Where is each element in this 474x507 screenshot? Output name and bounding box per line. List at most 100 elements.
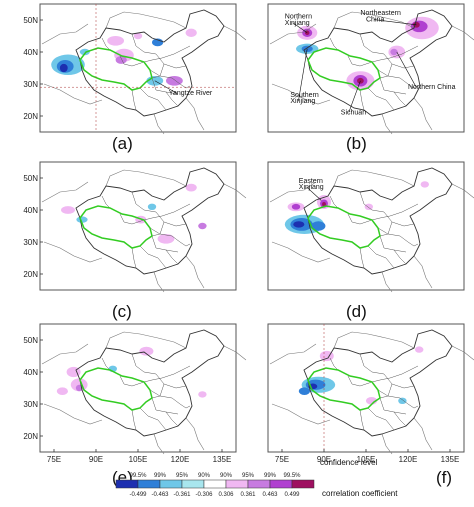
region-annotation: China	[366, 17, 384, 24]
province-border	[347, 375, 373, 387]
province-border	[131, 191, 157, 213]
correlation-area	[198, 222, 207, 230]
province-border	[149, 227, 181, 243]
province-border	[391, 221, 415, 227]
province-border	[359, 409, 365, 431]
province-border	[401, 203, 419, 213]
country-border	[381, 433, 393, 455]
legend-confidence-label: 99.5%	[283, 473, 301, 479]
legend-confidence-label: 99%	[154, 473, 167, 479]
country-border	[271, 83, 331, 105]
province-border	[173, 45, 191, 55]
panel-b: Northern Xinjiang Northeastern China Souther…	[252, 2, 474, 153]
province-border	[165, 249, 179, 265]
country-border	[41, 23, 89, 45]
legend-swatch	[115, 479, 139, 489]
plateau-outline	[307, 47, 381, 91]
legend-confidence-label: 95%	[176, 473, 189, 479]
province-border	[379, 211, 393, 237]
legend-value-label: -0.306	[195, 492, 213, 498]
correlation-area	[322, 202, 326, 207]
annotation-arrow	[306, 186, 322, 201]
country-border	[333, 11, 415, 29]
panel-label-c: (c)	[112, 302, 132, 321]
province-border	[393, 411, 407, 427]
country-border	[223, 183, 247, 199]
province-border	[379, 77, 407, 95]
map-layer	[41, 329, 247, 455]
country-border	[105, 11, 187, 29]
map-layer	[269, 167, 474, 293]
province-border	[165, 411, 179, 427]
panel-d: Eastern Xinjiang (d)	[252, 160, 474, 321]
province-border	[143, 53, 175, 63]
correlation-area	[410, 20, 428, 33]
province-border	[151, 53, 165, 79]
province-border	[347, 55, 373, 67]
x-tick-label: 90E	[89, 455, 103, 464]
x-tick-label: 135E	[213, 455, 232, 464]
country-border	[269, 181, 317, 203]
region-annotation: Yangtze River	[169, 90, 213, 97]
region-annotation: Northern	[285, 13, 312, 20]
region-annotation: Eastern	[299, 178, 323, 185]
country-border	[333, 331, 415, 349]
province-border	[131, 247, 137, 269]
province-border	[179, 241, 191, 247]
region-annotation: Xinjiang	[299, 184, 324, 191]
country-border	[153, 113, 165, 135]
province-border	[407, 403, 419, 409]
region-annotation: Xinjiang	[285, 20, 310, 27]
province-border	[371, 211, 403, 221]
country-border	[185, 97, 205, 131]
correlation-area	[293, 221, 305, 228]
province-border	[151, 211, 165, 237]
x-tick-label: 105E	[357, 455, 376, 464]
panel-label-f: (f)	[436, 468, 453, 487]
map-a: 50N 40N 30N 20N Yangtze River	[23, 3, 247, 135]
plateau-outline	[307, 367, 381, 411]
province-border	[379, 397, 407, 415]
province-border	[101, 357, 111, 371]
plateau-outline	[79, 205, 153, 249]
province-border	[151, 235, 179, 253]
y-tick-label: 50N	[23, 16, 38, 25]
region-annotation: Northern China	[408, 84, 456, 91]
x-tick-label: 90E	[317, 455, 331, 464]
province-border	[151, 77, 179, 95]
country-border	[333, 169, 415, 187]
province-border	[371, 373, 403, 383]
correlation-area	[79, 48, 90, 56]
region-annotation: Sichuan	[341, 109, 366, 116]
legend-value-label: 0.306	[218, 492, 234, 498]
panel-label-a: (a)	[112, 134, 133, 153]
province-border	[377, 227, 409, 243]
province-border	[151, 373, 165, 399]
province-border	[359, 33, 385, 55]
map-e: 50N 40N 30N 20N 75E 90E 105E 120E 135E	[23, 323, 247, 464]
province-border	[173, 365, 191, 375]
province-border	[131, 33, 157, 55]
correlation-area	[115, 56, 127, 64]
panel-f: 75E 90E 105E 120E 135E (f)	[252, 322, 474, 487]
province-border	[165, 91, 179, 107]
country-border	[185, 255, 205, 289]
correlation-area	[185, 28, 197, 37]
legend-bar: 99.5% 99% 95% 90% 90% 95% 99% 99.5% -0.499 -0.463…	[115, 473, 315, 498]
province-border	[391, 383, 415, 389]
map-layer	[269, 324, 474, 455]
country-border	[43, 403, 103, 425]
y-tick-label: 20N	[23, 432, 38, 441]
correlation-area	[311, 221, 326, 231]
correlation-area	[415, 346, 424, 353]
correlation-area	[198, 391, 207, 398]
annotation-arrow	[298, 48, 308, 102]
country-border	[451, 345, 474, 361]
province-border	[163, 221, 187, 227]
annotation-arrow	[154, 80, 177, 94]
province-border	[367, 245, 395, 269]
correlation-area	[398, 397, 407, 404]
y-tick-label: 20N	[23, 270, 38, 279]
map-layer	[40, 4, 247, 135]
province-border	[131, 353, 157, 375]
